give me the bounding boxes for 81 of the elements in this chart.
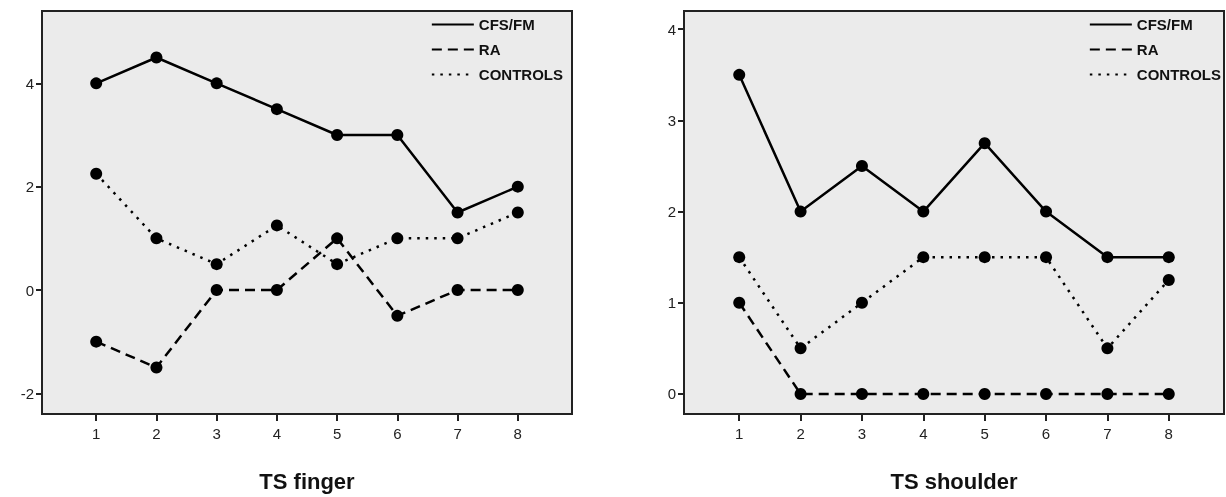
x-tick-label: 7 [1103, 425, 1112, 442]
point [917, 251, 930, 264]
legend-label: CFS/FM [478, 16, 535, 33]
x-tick-label: 4 [272, 425, 282, 442]
y-tick-label: 4 [25, 74, 34, 92]
x-tick-label: 7 [453, 425, 462, 442]
point [1101, 251, 1114, 264]
point [1040, 387, 1053, 400]
point [90, 77, 103, 90]
point [210, 284, 223, 296]
legend-label: CONTROLS [1136, 66, 1222, 83]
point [1101, 342, 1114, 355]
y-tick-label: 0 [25, 281, 34, 299]
point [210, 258, 223, 271]
x-tick-label: 3 [212, 425, 221, 442]
point [1162, 273, 1175, 286]
point [978, 137, 991, 150]
point [331, 232, 344, 245]
point [855, 296, 868, 309]
y-tick-label: 4 [667, 20, 676, 38]
point [150, 232, 163, 245]
point [794, 342, 807, 355]
y-tick-label: 2 [667, 203, 676, 221]
point [1040, 205, 1053, 218]
legend-label: CONTROLS [478, 66, 564, 83]
point [270, 219, 283, 232]
point [511, 284, 524, 296]
point [855, 387, 868, 400]
point [90, 335, 103, 348]
legend-label: CFS/FM [1136, 16, 1193, 33]
point [150, 51, 163, 64]
y-tick-label: -2 [20, 384, 34, 402]
x-tick-label: 8 [1164, 425, 1173, 442]
x-axis-title: TS shoulder [890, 468, 1018, 494]
x-tick-label: 1 [92, 425, 101, 442]
point [331, 258, 344, 271]
point [331, 129, 344, 141]
point [451, 284, 464, 296]
point [90, 167, 103, 180]
point [270, 284, 283, 296]
point [1101, 387, 1114, 400]
x-tick-label: 2 [796, 425, 805, 442]
y-tick-label: 1 [667, 294, 676, 312]
point [451, 232, 464, 245]
x-axis-title: TS finger [259, 468, 356, 494]
point [391, 129, 404, 141]
x-tick-label: 5 [980, 425, 989, 442]
point [451, 206, 464, 219]
point [150, 361, 163, 374]
point [794, 387, 807, 400]
x-tick-label: 3 [857, 425, 867, 442]
x-tick-label: 2 [152, 425, 161, 442]
x-tick-label: 1 [735, 425, 744, 442]
point [270, 103, 283, 116]
y-tick-label: 2 [25, 178, 34, 196]
point [855, 160, 868, 172]
point [794, 205, 807, 218]
point [391, 232, 404, 245]
point [391, 309, 404, 322]
x-tick-label: 8 [513, 425, 522, 442]
x-tick-label: 6 [393, 425, 402, 442]
point [917, 205, 930, 218]
point [733, 296, 746, 309]
y-tick-label: 0 [667, 385, 676, 403]
point [978, 387, 991, 400]
x-tick-label: 5 [332, 425, 342, 442]
point [511, 180, 524, 193]
point [511, 206, 524, 219]
point [733, 68, 746, 81]
legend-label: RA [1136, 41, 1159, 58]
y-tick-label: 3 [667, 111, 676, 129]
point [733, 251, 746, 264]
legend-label: RA [478, 41, 501, 58]
point [1162, 251, 1175, 264]
point [978, 251, 991, 264]
x-tick-label: 4 [919, 425, 928, 442]
x-tick-label: 6 [1041, 425, 1051, 442]
point [917, 387, 930, 400]
point [1162, 387, 1175, 400]
point [1040, 251, 1053, 264]
point [210, 77, 223, 90]
